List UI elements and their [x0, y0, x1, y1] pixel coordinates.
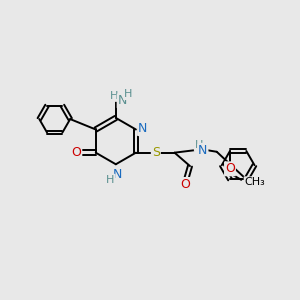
Text: S: S — [152, 146, 160, 159]
Text: N: N — [198, 144, 208, 157]
Text: H: H — [106, 175, 115, 185]
Text: H: H — [124, 89, 133, 99]
Text: N: N — [112, 168, 122, 181]
Text: H: H — [195, 140, 203, 150]
Text: CH₃: CH₃ — [244, 177, 265, 187]
Text: H: H — [110, 91, 118, 101]
Text: N: N — [118, 94, 127, 107]
Text: N: N — [138, 122, 147, 135]
Text: O: O — [180, 178, 190, 191]
Text: O: O — [225, 162, 235, 175]
Text: O: O — [71, 146, 81, 159]
